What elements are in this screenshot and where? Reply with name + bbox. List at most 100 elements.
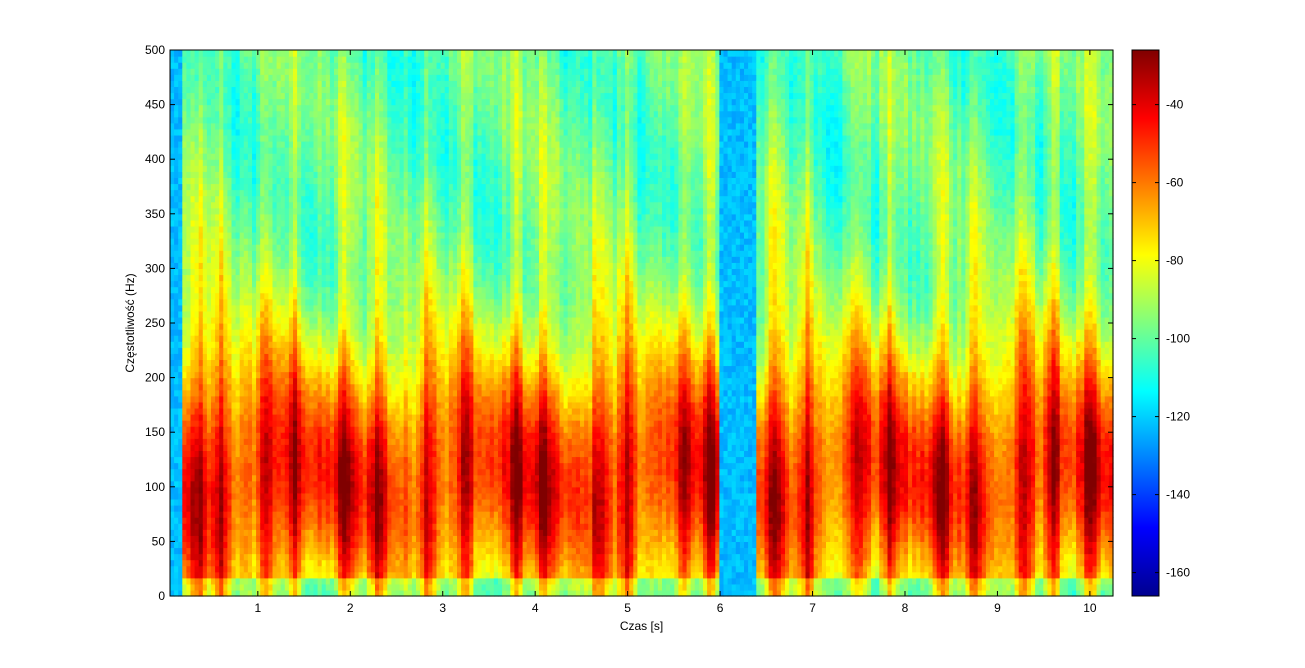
heatmap-cell (284, 492, 290, 500)
heatmap-cell (198, 438, 204, 445)
heatmap-cell (366, 517, 372, 524)
heatmap-cell (182, 335, 187, 342)
heatmap-cell (366, 74, 372, 81)
heatmap-cell (268, 432, 274, 439)
heatmap-cell (375, 420, 380, 427)
heatmap-cell (247, 511, 253, 518)
heatmap-cell (170, 219, 175, 227)
heatmap-cell (391, 177, 397, 185)
heatmap-cell (288, 62, 294, 69)
heatmap-cell (264, 213, 269, 221)
heatmap-cell (321, 159, 327, 166)
heatmap-cell (297, 147, 302, 154)
heatmap-cell (297, 171, 302, 178)
heatmap-cell (305, 450, 310, 458)
heatmap-cell (334, 195, 339, 203)
heatmap-cell (182, 377, 187, 385)
heatmap-cell (395, 547, 401, 555)
heatmap-cell (239, 286, 245, 294)
heatmap-cell (243, 577, 249, 585)
heatmap-cell (317, 389, 323, 397)
heatmap-cell (256, 486, 261, 494)
heatmap-cell (338, 201, 343, 209)
heatmap-cell (211, 310, 216, 318)
heatmap-cell (178, 310, 183, 318)
heatmap-cell (272, 159, 278, 166)
heatmap-cell (272, 207, 278, 215)
heatmap-cell (358, 571, 364, 579)
heatmap-cell (301, 426, 306, 433)
heatmap-cell (235, 98, 241, 106)
heatmap-cell (256, 171, 261, 178)
heatmap-cell (260, 238, 265, 245)
heatmap-cell (387, 213, 392, 221)
heatmap-cell (186, 316, 192, 324)
heatmap-cell (313, 486, 319, 494)
heatmap-cell (206, 134, 212, 142)
heatmap-cell (243, 450, 249, 458)
heatmap-cell (391, 395, 397, 403)
heatmap-cell (268, 56, 274, 63)
heatmap-cell (170, 541, 175, 549)
heatmap-cell (223, 298, 228, 306)
heatmap-cell (366, 383, 372, 391)
heatmap-cell (223, 159, 228, 166)
heatmap-cell (354, 589, 360, 597)
heatmap-cell (239, 56, 245, 63)
heatmap-cell (235, 134, 241, 142)
heatmap-cell (202, 134, 208, 142)
heatmap-cell (211, 414, 216, 421)
heatmap-cell (252, 407, 257, 415)
heatmap-cell (219, 250, 224, 257)
heatmap-cell (334, 420, 339, 427)
heatmap-cell (190, 183, 196, 191)
heatmap-cell (190, 529, 196, 536)
heatmap-cell (338, 486, 343, 494)
heatmap-cell (350, 98, 356, 106)
heatmap-cell (366, 274, 372, 282)
heatmap-cell (211, 250, 216, 257)
heatmap-cell (202, 56, 208, 63)
heatmap-cell (190, 486, 196, 494)
heatmap-cell (206, 219, 212, 227)
heatmap-cell (305, 341, 310, 348)
heatmap-cell (264, 438, 269, 445)
heatmap-cell (178, 341, 183, 348)
heatmap-cell (375, 201, 380, 209)
heatmap-cell (256, 347, 261, 354)
heatmap-cell (227, 153, 233, 160)
heatmap-cell (235, 383, 241, 391)
heatmap-cell (227, 268, 233, 276)
heatmap-cell (354, 189, 360, 197)
heatmap-cell (231, 268, 237, 276)
heatmap-cell (280, 274, 286, 282)
heatmap-cell (338, 535, 343, 542)
heatmap-cell (178, 450, 183, 458)
heatmap-cell (243, 329, 249, 336)
heatmap-cell (276, 353, 282, 360)
heatmap-cell (391, 92, 397, 100)
heatmap-cell (350, 371, 356, 379)
heatmap-cell (297, 298, 302, 306)
heatmap-cell (182, 529, 187, 536)
heatmap-cell (334, 571, 339, 579)
heatmap-cell (358, 238, 364, 245)
heatmap-cell (219, 56, 224, 63)
heatmap-cell (305, 147, 310, 154)
heatmap-cell (256, 116, 261, 124)
heatmap-cell (350, 341, 356, 348)
heatmap-cell (264, 141, 269, 148)
heatmap-cell (190, 577, 196, 585)
heatmap-cell (358, 244, 364, 251)
heatmap-cell (375, 511, 380, 518)
heatmap-cell (215, 353, 220, 360)
heatmap-cell (215, 134, 220, 142)
heatmap-cell (227, 110, 233, 118)
heatmap-cell (231, 541, 237, 549)
heatmap-cell (379, 589, 384, 597)
heatmap-cell (260, 401, 265, 409)
heatmap-cell (313, 225, 319, 233)
heatmap-cell (321, 329, 327, 336)
heatmap-cell (256, 310, 261, 318)
heatmap-cell (170, 377, 175, 385)
